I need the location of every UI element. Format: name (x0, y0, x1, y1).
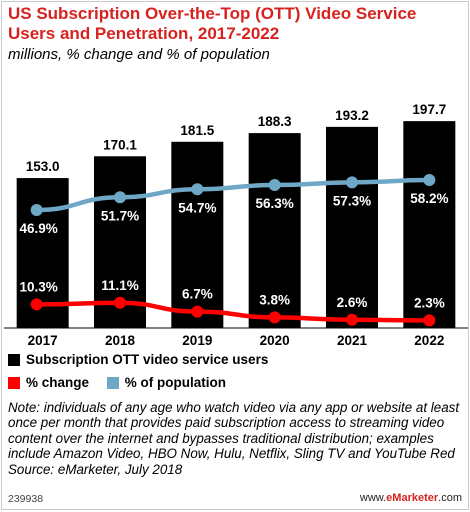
bar-label-2019: 181.5 (180, 123, 214, 138)
population-point-2020 (268, 179, 281, 192)
change-point-2020 (268, 311, 281, 324)
brand-link[interactable]: www.eMarketer.com (360, 492, 462, 504)
bar-2021 (326, 126, 378, 329)
population-label-2019: 54.7% (178, 200, 216, 215)
x-tick-2020: 2020 (260, 333, 290, 348)
brand-suffix: .com (438, 492, 462, 504)
change-point-2021 (346, 313, 358, 326)
legend-row-2: % change % of population (8, 375, 240, 392)
population-label-2018: 51.7% (101, 208, 139, 223)
legend-item-change: % change (8, 375, 89, 390)
change-label-2019: 6.7% (182, 287, 213, 302)
chart-title: US Subscription Over-the-Top (OTT) Video… (8, 4, 417, 43)
legend-swatch-population (106, 376, 119, 389)
population-label-2022: 58.2% (410, 191, 448, 206)
change-label-2022: 2.3% (414, 295, 445, 310)
change-label-2021: 2.6% (337, 295, 368, 310)
legend-swatch-users (8, 353, 20, 366)
change-point-2019 (191, 305, 204, 318)
bar-label-2020: 188.3 (258, 114, 292, 129)
bar-2020 (248, 133, 301, 328)
x-tick-2017: 2017 (28, 333, 58, 348)
x-tick-2022: 2022 (414, 333, 444, 348)
population-label-2020: 56.3% (256, 196, 294, 211)
change-label-2020: 3.8% (259, 292, 290, 307)
change-point-2018 (114, 296, 126, 309)
legend-row-1: Subscription OTT video service users (8, 352, 282, 369)
brand-name: eMarketer (386, 492, 439, 504)
legend-swatch-change (8, 376, 20, 389)
chart-id: 239938 (8, 493, 44, 505)
x-tick-2018: 2018 (105, 333, 136, 348)
chart-note: Note: individuals of any age who watch v… (8, 400, 463, 477)
source-text: Source: eMarketer, July 2018 (8, 461, 183, 477)
change-point-2022 (423, 314, 436, 327)
chart-plot: 153.0 170.1 181.5 188.3 193.2 197.7 2017 2018 20… (4, 102, 468, 348)
legend-label-users: Subscription OTT video service users (26, 352, 269, 367)
footer: 239938 www.eMarketer.com (8, 492, 462, 506)
chart-subtitle: millions, % change and % of population (8, 46, 270, 63)
bar-2022 (403, 121, 456, 328)
change-label-2017: 10.3% (20, 279, 58, 294)
legend-label-population: % of population (124, 375, 227, 390)
legend-item-users: Subscription OTT video service users (8, 352, 268, 367)
population-label-2021: 57.3% (333, 193, 371, 208)
legend-label-change: % change (26, 375, 90, 390)
change-label-2018: 11.1% (101, 278, 139, 293)
population-label-2017: 46.9% (20, 221, 58, 236)
bar-label-2017: 153.0 (26, 159, 60, 174)
bar-label-2018: 170.1 (103, 137, 137, 152)
population-point-2018 (114, 191, 126, 204)
x-tick-2019: 2019 (182, 333, 212, 348)
bar-2019 (171, 141, 224, 328)
bar-label-2022: 197.7 (412, 102, 446, 117)
brand-prefix: www. (359, 492, 387, 504)
population-point-2022 (423, 174, 436, 186)
bar-label-2021: 193.2 (335, 108, 369, 123)
population-point-2019 (191, 183, 204, 196)
legend-item-population: % of population (106, 375, 227, 390)
change-point-2017 (30, 298, 43, 311)
note-text: Note: individuals of any age who watch v… (8, 400, 460, 462)
population-point-2021 (346, 176, 358, 189)
x-tick-2021: 2021 (337, 333, 368, 348)
population-point-2017 (30, 204, 43, 216)
